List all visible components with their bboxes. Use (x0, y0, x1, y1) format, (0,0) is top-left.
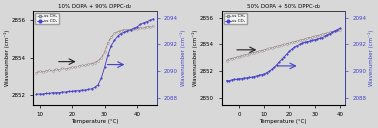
Y-axis label: Wavenumber (cm⁻¹): Wavenumber (cm⁻¹) (368, 30, 374, 86)
Title: 50% DOPA + 50% DPPC-d₂: 50% DOPA + 50% DPPC-d₂ (246, 4, 320, 9)
Legend: νs CH₂, νs CD₂: νs CH₂, νs CD₂ (35, 13, 59, 24)
Y-axis label: Wavenumber (cm⁻¹): Wavenumber (cm⁻¹) (180, 30, 186, 86)
X-axis label: Temperature (°C): Temperature (°C) (259, 119, 307, 124)
X-axis label: Temperature (°C): Temperature (°C) (71, 119, 119, 124)
Y-axis label: Wavenumber (cm⁻¹): Wavenumber (cm⁻¹) (4, 30, 10, 86)
Title: 10% DOPA + 90% DPPC-d₂: 10% DOPA + 90% DPPC-d₂ (58, 4, 132, 9)
Legend: νs CH₂, νs CD₂: νs CH₂, νs CD₂ (223, 13, 247, 24)
Y-axis label: Wavenumber (cm⁻¹): Wavenumber (cm⁻¹) (192, 30, 198, 86)
